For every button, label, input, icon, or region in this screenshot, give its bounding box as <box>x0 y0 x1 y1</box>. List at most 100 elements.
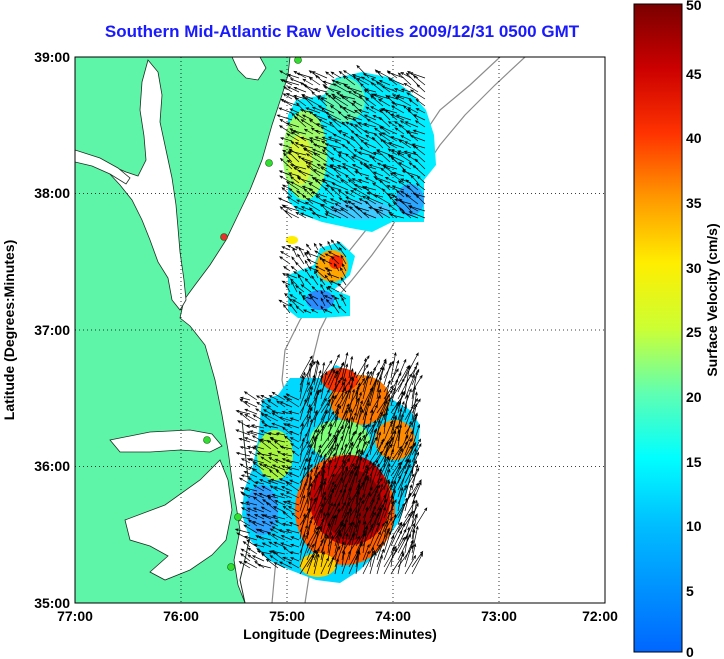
velocity-arrow <box>306 362 312 379</box>
velocity-arrow <box>300 157 314 163</box>
velocity-arrow <box>260 456 272 464</box>
velocity-arrow <box>383 420 393 442</box>
velocity-arrow <box>400 88 412 93</box>
colorbar-tick-label: 5 <box>686 583 694 599</box>
velocity-arrow <box>344 174 356 184</box>
velocity-arrow <box>333 209 349 219</box>
velocity-arrow <box>369 477 383 498</box>
velocity-arrow <box>303 148 321 156</box>
velocity-arrow <box>362 185 377 198</box>
velocity-arrow <box>313 242 319 251</box>
velocity-arrow <box>297 253 305 265</box>
velocity-arrow <box>279 70 293 79</box>
velocity-arrow <box>289 164 307 170</box>
velocity-arrow <box>327 394 337 414</box>
velocity-arrow <box>300 119 314 128</box>
velocity-arrow <box>300 284 312 293</box>
velocity-arrow <box>307 161 321 170</box>
velocity-arrow <box>239 501 251 506</box>
velocity-arrow <box>316 163 328 170</box>
velocity-arrow <box>404 526 411 554</box>
velocity-arrow <box>408 99 419 107</box>
velocity-arrow <box>267 496 279 506</box>
velocity-arrow <box>325 174 342 184</box>
velocity-arrow <box>266 494 279 499</box>
velocity-arrow <box>390 149 405 156</box>
velocity-arrow <box>391 194 405 205</box>
velocity-arrow <box>324 187 335 198</box>
velocity-arrow <box>235 409 251 415</box>
velocity-arrow <box>376 503 385 526</box>
velocity-arrow <box>320 126 335 135</box>
velocity-arrow <box>300 212 314 219</box>
velocity-arrow <box>261 474 272 478</box>
velocity-arrow <box>304 259 312 272</box>
velocity-arrow <box>383 530 392 554</box>
velocity-arrow <box>285 529 300 534</box>
velocity-arrow <box>348 521 355 540</box>
velocity-arrow <box>343 84 356 93</box>
velocity-arrow <box>345 196 363 205</box>
velocity-arrow <box>289 557 300 562</box>
velocity-arrow <box>397 72 412 86</box>
velocity-arrow <box>310 309 319 314</box>
velocity-arrow <box>336 240 347 251</box>
velocity-arrow <box>313 547 320 568</box>
velocity-arrow <box>266 439 279 450</box>
velocity-arrow <box>334 488 343 505</box>
velocity-arrow <box>314 265 326 272</box>
velocity-arrow <box>341 143 356 156</box>
velocity-arrow <box>397 407 403 435</box>
velocity-arrow <box>370 95 384 107</box>
velocity-arrow <box>283 86 293 93</box>
velocity-arrow <box>374 209 391 219</box>
velocity-arrow <box>247 519 258 527</box>
velocity-arrow <box>376 431 382 449</box>
velocity-arrow <box>289 278 298 286</box>
velocity-arrow <box>366 119 384 128</box>
velocity-arrow <box>306 358 314 386</box>
velocity-arrow <box>325 286 333 293</box>
velocity-arrow <box>376 467 383 491</box>
velocity-arrow <box>308 77 321 86</box>
velocity-arrow <box>278 561 293 569</box>
velocity-arrow <box>329 164 342 177</box>
velocity-arrow <box>283 435 293 443</box>
velocity-arrow <box>278 170 293 177</box>
velocity-arrow <box>407 154 419 163</box>
velocity-arrow <box>288 522 300 527</box>
velocity-arrow <box>265 405 279 415</box>
velocity-arrow <box>341 443 348 470</box>
velocity-arrow <box>334 387 347 407</box>
velocity-arrow <box>272 506 286 513</box>
velocity-arrow <box>313 390 320 414</box>
velocity-arrow <box>235 452 251 457</box>
velocity-arrow <box>281 149 293 156</box>
velocity-arrow <box>308 182 321 191</box>
velocity-arrow <box>320 410 335 435</box>
velocity-arrow <box>296 199 307 205</box>
velocity-arrow <box>305 153 321 163</box>
velocity-arrow <box>321 258 333 265</box>
velocity-arrow <box>355 512 361 533</box>
velocity-arrow <box>303 128 314 135</box>
velocity-arrow <box>341 532 349 561</box>
velocity-arrow <box>398 139 412 149</box>
velocity-arrow <box>366 196 384 205</box>
velocity-arrow <box>365 106 377 114</box>
velocity-arrow <box>259 479 272 485</box>
velocity-arrow <box>411 385 417 407</box>
velocity-arrow <box>306 258 319 265</box>
velocity-arrow <box>280 486 293 492</box>
velocity-arrow <box>327 480 335 498</box>
velocity-arrow <box>306 483 313 512</box>
velocity-arrow <box>376 554 383 575</box>
x-tick-label: 72:00 <box>582 608 618 624</box>
velocity-arrow <box>374 194 391 205</box>
velocity-arrow <box>357 151 370 156</box>
velocity-arrow <box>287 245 298 251</box>
velocity-arrow <box>373 127 384 135</box>
velocity-arrow <box>355 464 368 491</box>
velocity-arrow <box>274 500 286 506</box>
velocity-arrow <box>334 501 347 519</box>
